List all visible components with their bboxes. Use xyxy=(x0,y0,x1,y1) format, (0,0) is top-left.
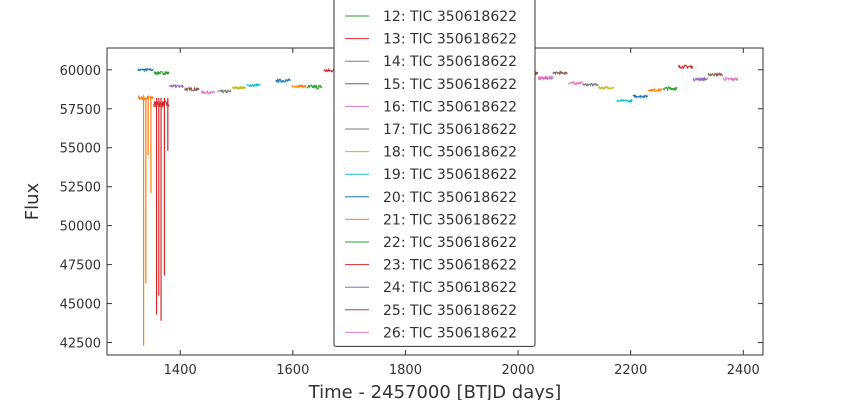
legend-label-10: 22: TIC 350618622 xyxy=(383,235,517,251)
y-tick-label-1: 45000 xyxy=(60,298,101,313)
flux-segment-26 xyxy=(722,76,739,82)
legend-label-4: 16: TIC 350618622 xyxy=(383,99,517,115)
x-tick-label-3: 2000 xyxy=(502,363,535,378)
ticks-layer: 1400 1600 1800 2000 2200 2400 42500 45000 47500 5… xyxy=(60,48,763,378)
flux-segment-25 xyxy=(707,71,723,78)
flux-segment-21 xyxy=(647,87,663,93)
flux-segment-8 xyxy=(231,85,246,91)
legend-label-8: 20: TIC 350618622 xyxy=(383,190,517,206)
flux-segment-12 xyxy=(306,83,323,91)
legend-label-3: 15: TIC 350618622 xyxy=(383,77,517,93)
flux-segment-10 xyxy=(275,78,292,84)
legend-label-6: 18: TIC 350618622 xyxy=(383,145,517,161)
x-axis-label: Time - 2457000 [BTJD days] xyxy=(308,382,562,400)
x-tick-label-1: 1600 xyxy=(276,363,309,378)
y-tick-label-6: 57500 xyxy=(60,103,101,118)
flux-segment-22 xyxy=(662,85,678,92)
flux-segment-15 xyxy=(552,70,568,76)
flux-segment-11 xyxy=(291,83,307,89)
flux-segment-19 xyxy=(616,98,633,104)
flux-segment-24 xyxy=(692,76,708,82)
legend-label-0: 12: TIC 350618622 xyxy=(383,9,517,25)
legend-label-1: 13: TIC 350618622 xyxy=(383,32,517,48)
y-tick-label-5: 55000 xyxy=(60,142,101,157)
flux-segment-0 xyxy=(137,67,154,73)
legend-entries: 12: TIC 350618622 13: TIC 350618622 14: TI… xyxy=(345,9,517,341)
flux-segment-20 xyxy=(632,94,649,100)
y-axis-label: Flux xyxy=(22,182,43,220)
legend: 12: TIC 350618622 13: TIC 350618622 14: TI… xyxy=(333,0,536,347)
flux-segment-17 xyxy=(582,81,599,88)
flux-segment-6 xyxy=(200,89,216,95)
legend-label-5: 17: TIC 350618622 xyxy=(383,122,517,138)
x-tick-label-2: 1800 xyxy=(389,363,422,378)
y-tick-label-7: 60000 xyxy=(60,64,101,79)
x-tick-label-4: 2200 xyxy=(614,363,647,378)
series-segment-14 xyxy=(537,74,554,81)
flux-segment-5 xyxy=(184,85,200,93)
flux-segment-2 xyxy=(153,70,170,77)
legend-label-9: 21: TIC 350618622 xyxy=(383,212,517,228)
flux-segment-9 xyxy=(246,82,261,88)
legend-label-14: 26: TIC 350618622 xyxy=(383,325,517,341)
flux-segment-7 xyxy=(217,88,232,95)
x-tick-label-0: 1400 xyxy=(164,363,197,378)
y-tick-label-0: 42500 xyxy=(60,337,101,352)
x-tick-label-5: 2400 xyxy=(727,363,760,378)
flux-segment-4 xyxy=(169,84,185,89)
legend-label-2: 14: TIC 350618622 xyxy=(383,54,517,70)
y-tick-label-3: 50000 xyxy=(60,220,101,235)
legend-box xyxy=(333,0,536,347)
flux-segment-18 xyxy=(598,85,614,91)
legend-label-11: 23: TIC 350618622 xyxy=(383,258,517,274)
legend-label-12: 24: TIC 350618622 xyxy=(383,280,517,296)
legend-label-7: 19: TIC 350618622 xyxy=(383,167,517,183)
y-tick-label-2: 47500 xyxy=(60,259,101,274)
flux-segment-16 xyxy=(567,80,584,86)
legend-label-13: 25: TIC 350618622 xyxy=(383,303,517,319)
y-tick-label-4: 52500 xyxy=(60,181,101,196)
flux-segment-23 xyxy=(677,64,694,70)
